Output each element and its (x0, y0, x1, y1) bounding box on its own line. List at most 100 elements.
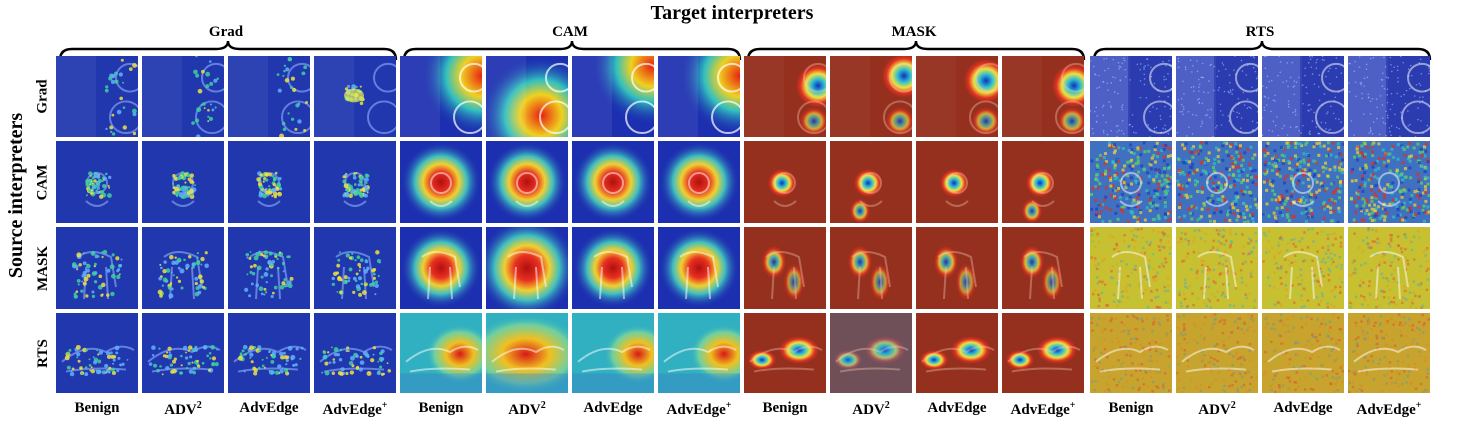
heatmap-image (1348, 56, 1430, 137)
heatmap-thumbnail (486, 56, 568, 137)
heatmap-image (572, 56, 654, 137)
column-label-sup: 2 (540, 400, 546, 411)
heatmap-thumbnail (744, 141, 826, 223)
target-group-label: Grad (208, 24, 244, 40)
heatmap-thumbnail (572, 141, 654, 223)
heatmap-image (400, 141, 482, 223)
column-label-base: ADV (852, 402, 885, 418)
heatmap-image (1262, 227, 1344, 309)
side-title-text: Source interpreters (5, 112, 28, 278)
heatmap-image (1002, 313, 1084, 393)
heatmap-thumbnail (1262, 56, 1344, 137)
heatmap-image (744, 141, 826, 223)
heatmap-image (400, 227, 482, 309)
heatmap-thumbnail (56, 227, 138, 309)
heatmap-thumbnail (1176, 227, 1258, 309)
heatmap-thumbnail (830, 141, 912, 223)
heatmap-thumbnail (142, 227, 224, 309)
column-label-sup: 2 (884, 400, 890, 411)
side-title: Source interpreters (2, 70, 32, 320)
column-label: AdvEdge (914, 400, 1000, 417)
heatmap-image (314, 141, 396, 223)
heatmap-thumbnail (1348, 313, 1430, 393)
column-label-base: AdvEdge (1273, 400, 1333, 416)
heatmap-thumbnail (486, 141, 568, 223)
heatmap-thumbnail (916, 227, 998, 309)
heatmap-thumbnail (572, 227, 654, 309)
heatmap-image (1090, 227, 1172, 309)
heatmap-thumbnail (1262, 313, 1344, 393)
target-group-label: MASK (891, 24, 937, 40)
heatmap-image (142, 227, 224, 309)
source-row-label-text: Grad (34, 79, 51, 114)
heatmap-image (916, 141, 998, 223)
column-label-base: AdvEdge (1010, 402, 1070, 418)
heatmap-thumbnail (830, 313, 912, 393)
heatmap-thumbnail (142, 141, 224, 223)
heatmap-thumbnail (228, 227, 310, 309)
column-label-base: Benign (418, 400, 464, 416)
target-group-label: RTS (1245, 24, 1275, 40)
heatmap-thumbnail (400, 227, 482, 309)
column-label-base: AdvEdge (239, 400, 299, 416)
heatmap-thumbnail (228, 141, 310, 223)
column-label: ADV2 (140, 400, 226, 419)
heatmap-thumbnail (400, 141, 482, 223)
heatmap-image (830, 56, 912, 137)
column-label-base: ADV (1198, 402, 1231, 418)
column-label-base: ADV (164, 402, 197, 418)
column-label: Benign (742, 400, 828, 417)
heatmap-image (1262, 56, 1344, 137)
heatmap-thumbnail (744, 227, 826, 309)
heatmap-image (1002, 56, 1084, 137)
column-label: AdvEdge (1260, 400, 1346, 417)
heatmap-thumbnail (1090, 313, 1172, 393)
column-label: ADV2 (828, 400, 914, 419)
heatmap-image (228, 313, 310, 393)
heatmap-image (916, 227, 998, 309)
heatmap-image (1348, 141, 1430, 223)
heatmap-image (1262, 313, 1344, 393)
heatmap-thumbnail (314, 227, 396, 309)
heatmap-image (142, 56, 224, 137)
heatmap-image (1090, 56, 1172, 137)
source-row-label: Grad (30, 56, 56, 137)
heatmap-image (1262, 141, 1344, 223)
brace-icon (746, 40, 1086, 61)
heatmap-image (486, 313, 568, 393)
heatmap-thumbnail (56, 141, 138, 223)
heatmap-image (486, 141, 568, 223)
heatmap-image (142, 313, 224, 393)
heatmap-thumbnail (1348, 141, 1430, 223)
heatmap-image (228, 141, 310, 223)
heatmap-image (830, 227, 912, 309)
heatmap-image (1002, 141, 1084, 223)
figure-title: Target interpreters (650, 2, 814, 24)
heatmap-image (1176, 141, 1258, 223)
heatmap-thumbnail (314, 56, 396, 137)
brace-icon (1092, 40, 1432, 61)
column-label-sup: + (1069, 400, 1076, 411)
heatmap-thumbnail (228, 56, 310, 137)
heatmap-image (1090, 141, 1172, 223)
heatmap-thumbnail (400, 56, 482, 137)
column-label-base: ADV (508, 402, 541, 418)
heatmap-thumbnail (744, 313, 826, 393)
heatmap-thumbnail (228, 313, 310, 393)
source-row-label: MASK (30, 227, 56, 309)
heatmap-image (314, 56, 396, 137)
heatmap-thumbnail (1348, 227, 1430, 309)
column-label: AdvEdge+ (312, 400, 398, 419)
heatmap-thumbnail (916, 313, 998, 393)
heatmap-thumbnail (1262, 141, 1344, 223)
column-label-base: AdvEdge (583, 400, 643, 416)
column-label-base: AdvEdge (666, 402, 726, 418)
target-group-label: CAM (552, 24, 588, 40)
heatmap-thumbnail (486, 227, 568, 309)
column-label-sup: 2 (196, 400, 202, 411)
heatmap-image (572, 141, 654, 223)
heatmap-image (916, 56, 998, 137)
heatmap-image (658, 56, 740, 137)
heatmap-image (400, 313, 482, 393)
heatmap-thumbnail (400, 313, 482, 393)
